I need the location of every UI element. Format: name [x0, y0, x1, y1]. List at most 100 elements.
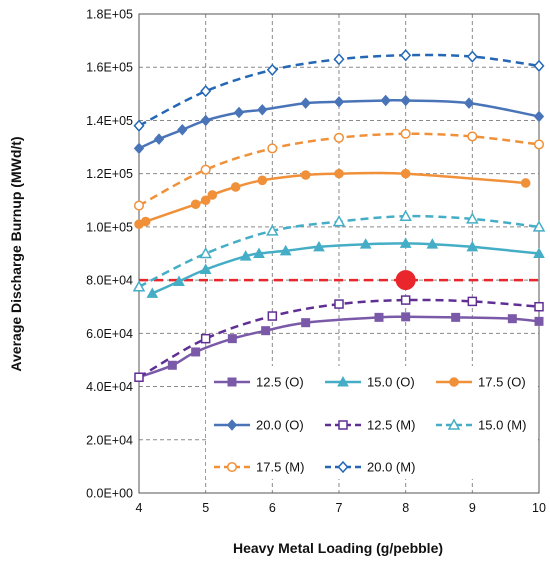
- data-point: [146, 287, 159, 298]
- series-layer: [132, 49, 546, 382]
- data-point: [400, 94, 411, 107]
- data-point: [207, 190, 218, 200]
- data-point: [533, 139, 545, 150]
- data-point: [253, 247, 265, 258]
- series-line: [137, 171, 526, 226]
- data-point: [400, 49, 412, 62]
- data-point: [507, 314, 517, 324]
- data-point: [533, 59, 545, 73]
- data-point: [332, 215, 346, 227]
- data-point: [300, 97, 311, 109]
- series-1: [146, 237, 545, 298]
- legend-label: 20.0 (O): [256, 418, 304, 433]
- data-point: [399, 237, 412, 248]
- data-point: [230, 182, 241, 192]
- data-point: [173, 275, 185, 286]
- series-7: [133, 49, 545, 132]
- data-point: [374, 312, 384, 322]
- data-point: [177, 124, 188, 136]
- data-point: [200, 333, 211, 344]
- data-point: [451, 312, 461, 322]
- data-point: [266, 63, 278, 77]
- data-point: [279, 244, 292, 256]
- legend-label: 17.5 (M): [256, 460, 304, 475]
- legend-label: 20.0 (M): [367, 460, 415, 475]
- series-5: [132, 209, 546, 292]
- legend-label: 12.5 (O): [256, 375, 304, 390]
- series-2: [134, 168, 531, 230]
- data-point: [426, 238, 439, 249]
- legend-swatch-marker: [337, 375, 349, 387]
- data-point: [463, 97, 475, 109]
- x-axis-tick-labels: 4 5 6 7 8 9 10: [136, 501, 546, 515]
- series-0: [134, 312, 544, 382]
- data-point: [199, 263, 212, 274]
- series-4: [134, 295, 544, 382]
- y-tick-label: 4.0E+04: [86, 380, 133, 394]
- data-point: [267, 311, 278, 321]
- data-point: [466, 212, 479, 224]
- x-tick-label: 9: [469, 501, 476, 515]
- y-tick-label: 6.0E+04: [86, 327, 133, 341]
- legend-swatch-marker: [447, 418, 461, 430]
- legend-label: 15.0 (O): [367, 375, 415, 390]
- data-point: [333, 53, 345, 66]
- data-point: [132, 280, 146, 292]
- data-point: [261, 326, 271, 336]
- data-point: [200, 164, 211, 175]
- data-point: [233, 106, 245, 119]
- data-point: [200, 85, 212, 98]
- legend-item: 12.5 (O): [214, 375, 304, 390]
- data-point: [466, 240, 479, 252]
- data-point: [200, 114, 211, 127]
- data-point: [533, 110, 545, 123]
- y-axis-label: Average Discharge Burnup (MWd/t): [8, 136, 24, 371]
- data-point: [257, 104, 268, 116]
- legend-swatch-marker: [337, 460, 349, 474]
- data-point: [400, 168, 411, 179]
- data-point: [200, 195, 211, 206]
- legend-item: 15.0 (M): [436, 418, 526, 433]
- data-point: [134, 372, 144, 382]
- x-tick-label: 4: [136, 501, 143, 515]
- data-point: [257, 175, 268, 186]
- data-point: [534, 301, 544, 312]
- data-point: [400, 128, 411, 139]
- data-point: [532, 220, 546, 232]
- y-tick-label: 1.0E+05: [86, 220, 133, 234]
- legend-swatch-marker: [449, 377, 459, 387]
- x-tick-label: 8: [402, 501, 409, 515]
- data-point: [333, 96, 345, 108]
- legend-swatch-marker: [226, 461, 238, 473]
- legend-item: 12.5 (M): [325, 418, 415, 433]
- data-point: [334, 168, 344, 179]
- y-tick-label: 1.4E+05: [86, 114, 133, 128]
- data-point: [466, 50, 478, 63]
- data-point: [191, 347, 201, 357]
- data-point: [301, 318, 311, 328]
- data-point: [520, 178, 531, 188]
- x-tick-label: 7: [336, 501, 343, 515]
- y-tick-label: 8.0E+04: [86, 274, 133, 288]
- data-point: [133, 119, 145, 132]
- y-tick-label: 1.6E+05: [86, 61, 133, 75]
- legend-item: 20.0 (O): [214, 418, 304, 433]
- x-tick-label: 6: [269, 501, 276, 515]
- legend-label: 15.0 (M): [478, 418, 526, 433]
- data-point: [401, 312, 411, 322]
- legend-swatch-marker: [227, 377, 237, 387]
- data-point: [199, 246, 212, 259]
- legend-item: 20.0 (M): [325, 460, 415, 475]
- y-axis-tick-labels: 0.0E+00 2.0E+04 4.0E+04 6.0E+04 8.0E+04 1.0E+…: [86, 8, 133, 501]
- data-point: [167, 360, 177, 370]
- y-tick-label: 1.2E+05: [86, 167, 133, 181]
- data-point: [334, 299, 344, 309]
- data-point: [239, 250, 252, 261]
- data-point: [380, 94, 391, 107]
- legend: 12.5 (O) 15.0 (O) 17.5 (O) 20.0 (O) 12.5 (M)…: [206, 366, 536, 479]
- x-axis-label: Heavy Metal Loading (g/pebble): [233, 540, 443, 556]
- data-point: [333, 132, 345, 143]
- legend-item: 15.0 (O): [325, 375, 415, 390]
- legend-item: 17.5 (M): [214, 460, 304, 475]
